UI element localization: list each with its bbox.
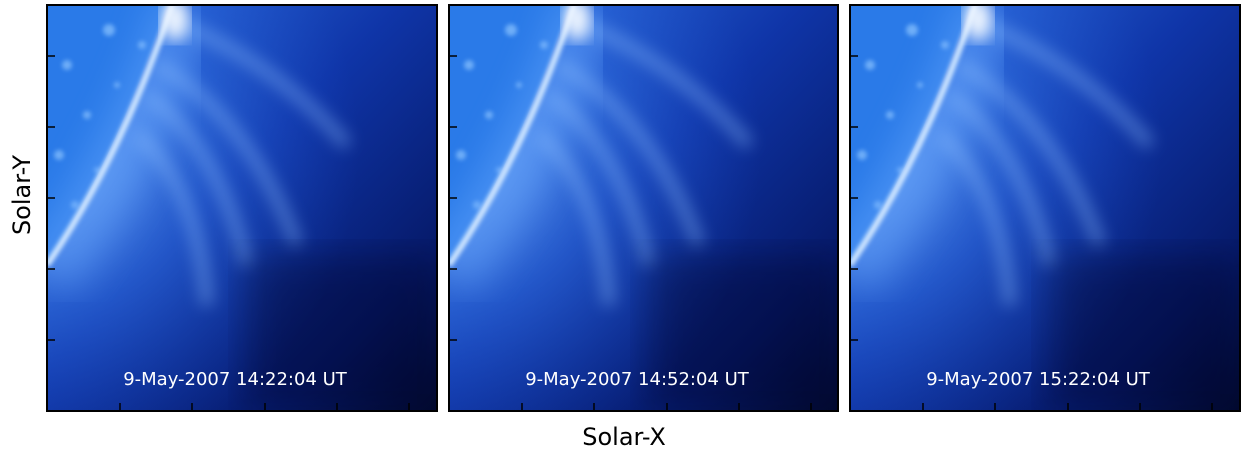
x-axis-label: Solar-X — [582, 423, 666, 450]
solar-image — [850, 0, 1240, 411]
panel-frame — [46, 4, 438, 412]
panel: 9-May-2007 14:52:04 UT — [449, 0, 839, 411]
solar-image — [449, 0, 839, 411]
panel: 9-May-2007 15:22:04 UT — [850, 0, 1240, 411]
timestamp: 9-May-2007 14:22:04 UT — [123, 369, 348, 390]
solar-image — [47, 0, 437, 411]
timestamp: 9-May-2007 15:22:04 UT — [926, 369, 1151, 390]
y-axis-label: Solar-Y — [8, 155, 36, 235]
panel-frame — [849, 4, 1241, 412]
panel: 9-May-2007 14:22:04 UT — [47, 0, 437, 411]
timestamp: 9-May-2007 14:52:04 UT — [525, 369, 750, 390]
panel-frame — [448, 4, 839, 412]
